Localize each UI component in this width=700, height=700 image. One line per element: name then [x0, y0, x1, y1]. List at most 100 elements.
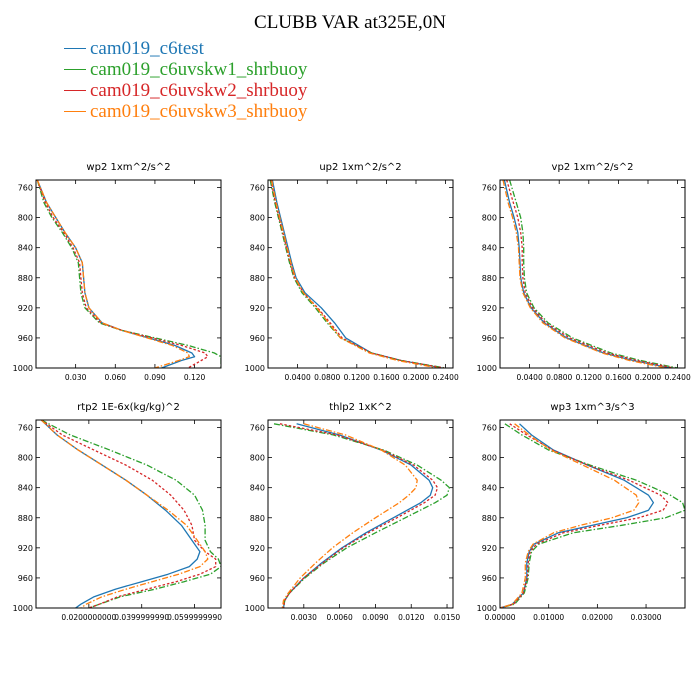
y-tick-label: 1000: [245, 364, 265, 373]
series-line: [36, 180, 196, 368]
y-tick-label: 760: [482, 424, 497, 433]
x-tick-label: 0.0090: [362, 613, 388, 622]
x-tick-label: 0.2400: [432, 373, 458, 382]
legend-label: cam019_c6uvskw2_shrbuoy: [90, 80, 308, 101]
series-line: [500, 423, 685, 608]
legend-line: [64, 48, 86, 49]
y-tick-label: 760: [250, 184, 265, 193]
y-tick-label: 880: [250, 274, 265, 283]
x-tick-label: 0.02000: [582, 613, 613, 622]
y-tick-label: 1000: [477, 604, 497, 613]
x-tick-label: 0.2400: [664, 373, 690, 382]
legend-item: cam019_c6uvskw1_shrbuoy: [64, 59, 307, 80]
y-tick-label: 1000: [477, 364, 497, 373]
y-tick-label: 880: [482, 514, 497, 523]
panel-title: thlp2 1xK^2: [329, 402, 392, 413]
y-tick-label: 960: [482, 334, 497, 343]
series-line: [500, 423, 640, 608]
x-tick-label: 0.0120: [398, 613, 424, 622]
profile-panel: rtp2 1E-6x(kg/kg)^2 760 800 840 880 920 960 100…: [13, 402, 223, 622]
series-line: [500, 423, 669, 608]
legend-line: [64, 111, 86, 112]
y-tick-label: 840: [250, 484, 265, 493]
x-tick-label: 0.1600: [605, 373, 631, 382]
x-tick-label: 0.1200: [344, 373, 370, 382]
legend-item: cam019_c6test: [64, 38, 307, 59]
series-line: [36, 180, 221, 368]
y-tick-label: 1000: [13, 604, 33, 613]
plot-frame: [267, 179, 454, 369]
y-tick-label: 880: [18, 274, 33, 283]
series-line: [279, 423, 439, 608]
x-tick-label: 0.01000: [533, 613, 564, 622]
x-tick-label: 0.060: [105, 373, 127, 382]
x-tick-label: 0.00000: [484, 613, 515, 622]
y-tick-label: 920: [18, 544, 33, 553]
y-tick-label: 840: [482, 484, 497, 493]
y-tick-label: 920: [250, 544, 265, 553]
y-tick-label: 1000: [245, 604, 265, 613]
profile-panel: vp2 1xm^2/s^2 760 800 840 880 920 960 1000 0.040…: [477, 162, 691, 382]
x-tick-label: 0.0200000000: [61, 613, 116, 622]
x-tick-label: 0.1600: [373, 373, 399, 382]
series-line: [500, 423, 655, 608]
panel-title: vp2 1xm^2/s^2: [552, 162, 634, 173]
y-tick-label: 960: [482, 574, 497, 583]
y-tick-label: 840: [18, 484, 33, 493]
x-tick-label: 0.0030: [291, 613, 317, 622]
y-tick-label: 800: [18, 454, 33, 463]
series-line: [269, 180, 446, 368]
y-tick-label: 960: [250, 334, 265, 343]
profile-panel: up2 1xm^2/s^2 760 800 840 880 920 960 1000 0.040…: [245, 162, 459, 382]
plot-frame: [35, 419, 222, 609]
legend-item: cam019_c6uvskw2_shrbuoy: [64, 80, 307, 101]
y-tick-label: 760: [250, 424, 265, 433]
panel-title: wp2 1xm^2/s^2: [86, 162, 170, 173]
x-tick-label: 0.1200: [576, 373, 602, 382]
series-line: [40, 420, 209, 608]
y-tick-label: 920: [18, 304, 33, 313]
x-tick-label: 0.0399999990: [114, 613, 169, 622]
y-tick-label: 760: [18, 184, 33, 193]
y-tick-label: 960: [250, 574, 265, 583]
y-tick-label: 840: [250, 244, 265, 253]
legend-label: cam019_c6uvskw3_shrbuoy: [90, 101, 308, 122]
series-line: [40, 420, 201, 608]
y-tick-label: 1000: [13, 364, 33, 373]
y-tick-label: 960: [18, 334, 33, 343]
series-line: [502, 180, 667, 368]
legend: cam019_c6test cam019_c6uvskw1_shrbuoy ca…: [64, 38, 307, 122]
series-line: [503, 180, 671, 368]
plot-frame: [35, 179, 222, 369]
plot-frame: [499, 179, 686, 369]
y-tick-label: 920: [482, 544, 497, 553]
plot-frame: [267, 419, 454, 609]
y-tick-label: 880: [482, 274, 497, 283]
profile-panel: thlp2 1xK^2 760 800 840 880 920 960 1000 0.0030 0…: [245, 402, 461, 622]
x-tick-label: 0.0150: [434, 613, 460, 622]
y-tick-label: 920: [250, 304, 265, 313]
y-tick-label: 800: [250, 454, 265, 463]
y-tick-label: 840: [18, 244, 33, 253]
series-line: [273, 423, 451, 608]
plot-frame: [499, 419, 686, 609]
legend-label: cam019_c6uvskw1_shrbuoy: [90, 59, 308, 80]
series-line: [281, 423, 418, 608]
y-tick-label: 840: [482, 244, 497, 253]
x-tick-label: 0.120: [184, 373, 206, 382]
x-tick-label: 0.0400: [284, 373, 310, 382]
series-line: [40, 420, 217, 608]
series-line: [271, 180, 439, 368]
y-tick-label: 800: [250, 214, 265, 223]
y-tick-label: 760: [482, 184, 497, 193]
x-tick-label: 0.030: [65, 373, 87, 382]
series-line: [508, 180, 678, 368]
x-tick-label: 0.2000: [635, 373, 661, 382]
profile-panel: wp2 1xm^2/s^2 760 800 840 880 920 960 1000 0.030…: [13, 162, 222, 382]
legend-line: [64, 90, 86, 91]
figure-title: CLUBB VAR at325E,0N: [254, 12, 446, 33]
legend-line: [64, 69, 86, 70]
y-tick-label: 800: [482, 214, 497, 223]
panel-title: up2 1xm^2/s^2: [319, 162, 401, 173]
